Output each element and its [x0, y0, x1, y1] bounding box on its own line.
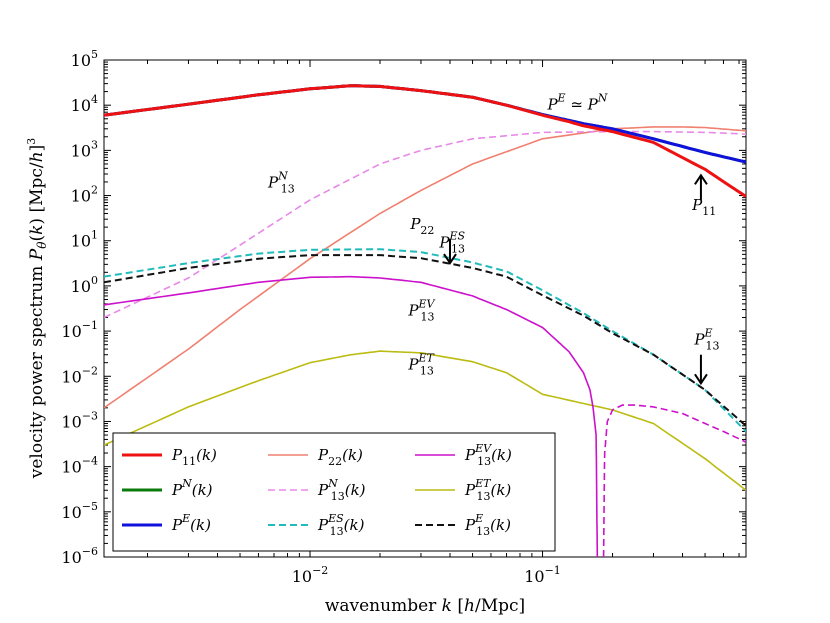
y-tick-label: 100 — [71, 274, 98, 296]
legend: P11(k) PN(k) PE(k) P22(k) PN 13(k) PES 13(k) PEV… — [112, 432, 556, 552]
legend-label-P13N: PN 13(k) — [317, 477, 366, 503]
series-line-P13N — [104, 130, 746, 319]
y-tick-label: 10−3 — [61, 409, 98, 431]
legend-label-PE: PE(k) — [171, 512, 211, 534]
y-tick-label: 101 — [71, 229, 98, 251]
annotation-PE_PN: PE ≃ PN — [546, 92, 607, 114]
annotation-P13N: PN 13 — [267, 170, 295, 196]
legend-label-PN: PN(k) — [171, 477, 213, 499]
legend-box — [112, 432, 556, 552]
axis-ticks: 10−2 10−1 105 104 103 102 101 100 10−1 10−2 10−3 10… — [61, 48, 746, 586]
y-axis-label: velocity power spectrum Pθ(k) [Mpc/h]3 — [25, 138, 49, 479]
series-curves — [104, 84, 746, 557]
x-tick-label: 10−1 — [524, 564, 561, 586]
series-line-P11 — [104, 84, 746, 198]
series-line-P13EVneg — [602, 404, 746, 557]
series-line-P22 — [104, 126, 746, 409]
annotation-P11: P11 — [691, 196, 716, 218]
annotation-P22: P22 — [409, 215, 434, 237]
annotation-P13ES: PES 13 — [438, 230, 465, 256]
series-line-P13EV — [104, 275, 599, 557]
x-tick-label: 10−2 — [292, 564, 329, 586]
annotation-P13ET: PET 13 — [407, 352, 435, 378]
series-line-P13ET — [104, 350, 746, 491]
series-line-P13E — [104, 254, 746, 427]
legend-label-P13ES: PES 13(k) — [317, 512, 365, 538]
y-tick-label: 10−1 — [61, 319, 98, 341]
y-tick-label: 10−6 — [61, 545, 98, 567]
legend-label-P13EV: PEV 13(k) — [464, 442, 512, 468]
arrow-p13es-head — [443, 253, 457, 265]
arrow-p11-head — [694, 173, 708, 185]
arrow-p13e-head — [694, 373, 708, 386]
y-tick-label: 10−5 — [61, 500, 98, 522]
legend-label-P13ET: PET 13(k) — [464, 477, 511, 503]
legend-label-P11: P11(k) — [171, 446, 217, 468]
y-tick-label: 104 — [71, 93, 98, 115]
y-tick-label: 102 — [71, 184, 98, 206]
y-tick-label: 105 — [71, 48, 98, 70]
annotation-P13EV: PEV 13 — [407, 298, 435, 324]
y-tick-label: 10−4 — [61, 455, 98, 477]
legend-label-P22: P22(k) — [317, 446, 363, 468]
y-tick-label: 103 — [71, 138, 98, 160]
legend-label-P13E: PE 13(k) — [464, 512, 511, 538]
x-axis-label: wavenumber k [h/Mpc] — [325, 596, 525, 616]
annotation-P13E: PE 13 — [693, 327, 719, 353]
y-tick-label: 10−2 — [61, 364, 98, 386]
